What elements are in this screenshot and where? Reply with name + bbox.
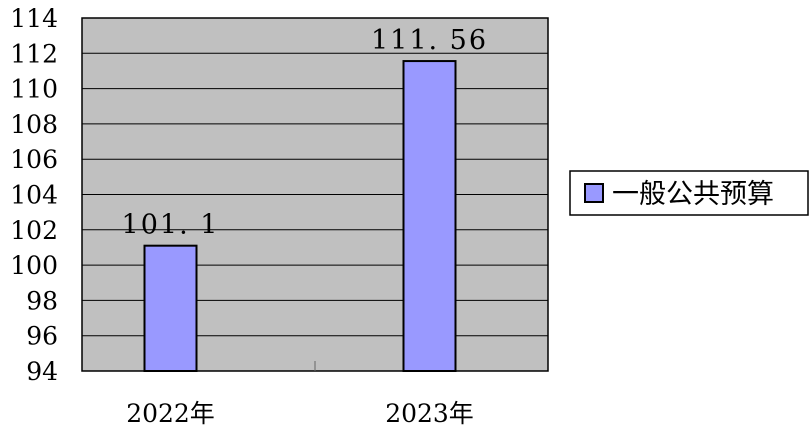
data-label: 101. 1 (122, 210, 220, 241)
y-tick-label: 100 (10, 251, 58, 280)
y-tick-label: 94 (26, 357, 58, 386)
y-tick-label: 114 (10, 4, 58, 33)
y-tick-label: 108 (10, 110, 58, 139)
bars (143, 60, 457, 372)
y-tick-label: 106 (10, 145, 58, 174)
y-tick-label: 110 (10, 75, 58, 104)
legend-label: 一般公共预算 (612, 179, 774, 210)
data-labels: 101. 1 111. 56 (122, 25, 488, 241)
y-tick-label: 102 (10, 216, 58, 245)
bar-2023年 (402, 60, 457, 372)
x-category-label: 2022年 (126, 399, 215, 428)
data-label: 111. 56 (371, 25, 488, 56)
legend: 一般公共预算 (569, 170, 809, 216)
legend-box (569, 170, 809, 216)
legend-swatch (584, 183, 604, 203)
bar-2022年 (143, 244, 198, 372)
x-axis-categories: 2022年 2023年 (126, 399, 474, 428)
y-axis-ticks: 94 96 98 100 102 104 106 108 110 112 114 (10, 4, 58, 386)
y-tick-label: 98 (26, 286, 58, 315)
y-tick-label: 112 (10, 39, 58, 68)
y-tick-label: 96 (26, 322, 58, 351)
x-category-label: 2023年 (385, 399, 474, 428)
y-tick-label: 104 (10, 181, 58, 210)
